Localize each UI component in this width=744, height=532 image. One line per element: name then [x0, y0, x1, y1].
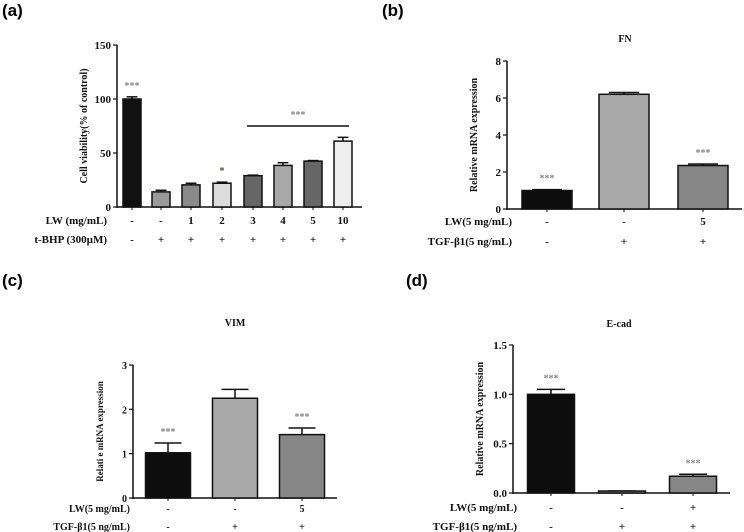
significance-label: *** — [295, 412, 310, 423]
y-tick-label: 0 — [106, 202, 112, 214]
y-tick-label: 2 — [496, 167, 502, 179]
bar — [273, 164, 293, 208]
condition-value: + — [700, 236, 706, 248]
bar — [303, 160, 323, 208]
condition-row-label: t-BHP (300µM) — [34, 234, 107, 246]
y-tick-label: 4 — [496, 130, 502, 142]
y-tick-label: 50 — [100, 148, 112, 160]
significance-label: *** — [544, 373, 559, 384]
condition-value: 5 — [300, 504, 305, 515]
condition-value: - — [622, 216, 626, 228]
condition-value: 4 — [280, 215, 286, 227]
bar — [521, 189, 573, 210]
significance-label: *** — [291, 110, 306, 121]
y-tick-label: 1 — [122, 450, 127, 461]
y-tick-label: 6 — [496, 93, 502, 105]
condition-value: - — [545, 216, 549, 228]
y-tick-label: 1.5 — [493, 340, 507, 352]
condition-value: + — [690, 502, 696, 514]
condition-row-label: LW(5 mg/mL) — [445, 216, 512, 228]
condition-value: 1 — [188, 215, 194, 227]
condition-value: - — [130, 234, 134, 246]
condition-value: + — [340, 234, 346, 246]
condition-value: 5 — [310, 215, 316, 227]
panel-label: (c) — [2, 271, 23, 290]
condition-row-label: TGF-β1(5 ng/mL) — [428, 236, 513, 248]
panel-label: (b) — [382, 1, 404, 20]
bar — [212, 182, 232, 208]
condition-value: + — [619, 521, 625, 532]
condition-row-label: LW (mg/mL) — [46, 215, 108, 227]
condition-row-label: LW(5 mg/mL) — [450, 502, 517, 514]
condition-value: + — [232, 522, 238, 532]
y-tick-label: 1.0 — [493, 389, 507, 401]
condition-row-label: LW(5 mg/mL) — [69, 504, 130, 515]
condition-value: - — [549, 521, 553, 532]
condition-value: + — [299, 522, 305, 532]
y-axis-label: Relative mRNA expression — [475, 361, 486, 476]
bar — [333, 140, 353, 208]
condition-value: - — [166, 504, 169, 515]
significance-label: *** — [540, 174, 555, 185]
condition-row-label: TGF-β1(5 ng/mL) — [433, 521, 518, 532]
bar — [598, 93, 650, 210]
condition-value: - — [620, 502, 624, 514]
bar — [122, 98, 142, 208]
y-tick-label: 0.0 — [493, 488, 507, 500]
y-axis-label: Relati e mRNA expression — [95, 381, 105, 482]
bar — [677, 164, 729, 210]
y-tick-label: 0.5 — [493, 439, 507, 451]
panel-label: (d) — [406, 271, 428, 290]
condition-value: 3 — [250, 215, 256, 227]
condition-value: + — [188, 234, 194, 246]
condition-value: 5 — [700, 216, 706, 228]
bar — [278, 433, 326, 499]
condition-value: - — [130, 215, 134, 227]
condition-row-label: TGF-β1(5 ng/mL) — [53, 522, 130, 532]
bar — [526, 393, 576, 494]
condition-value: + — [310, 234, 316, 246]
chart-title: FN — [618, 34, 632, 45]
chart-title: E-cad — [607, 319, 632, 330]
condition-value: - — [159, 215, 163, 227]
condition-value: + — [219, 234, 225, 246]
condition-value: + — [621, 236, 627, 248]
significance-label: *** — [125, 81, 140, 92]
condition-value: + — [690, 521, 696, 532]
significance-label: *** — [696, 148, 711, 159]
bar — [668, 475, 718, 494]
condition-value: - — [549, 502, 553, 514]
y-tick-label: 100 — [95, 94, 112, 106]
condition-value: - — [233, 504, 236, 515]
y-tick-label: 2 — [122, 405, 127, 416]
y-tick-label: 150 — [95, 40, 112, 52]
significance-label: * — [220, 166, 225, 177]
bar — [144, 452, 192, 499]
y-axis-label: Cell viability(% of control) — [79, 68, 90, 183]
bar — [211, 397, 259, 499]
bar — [181, 184, 201, 208]
condition-value: - — [545, 236, 549, 248]
condition-value: + — [250, 234, 256, 246]
condition-value: 2 — [219, 215, 225, 227]
bar — [151, 191, 171, 208]
y-tick-label: 3 — [122, 361, 127, 372]
significance-label: *** — [161, 427, 176, 438]
condition-value: 10 — [338, 215, 350, 227]
condition-value: - — [166, 522, 169, 532]
y-axis-label: Relative mRNA expression — [469, 77, 480, 192]
panel-label: (a) — [2, 1, 23, 20]
bar — [597, 490, 647, 494]
y-tick-label: 0 — [122, 494, 127, 505]
y-tick-label: 0 — [496, 204, 502, 216]
chart-title: VIM — [225, 318, 246, 329]
significance-label: *** — [686, 458, 701, 469]
y-tick-label: 8 — [496, 56, 502, 68]
condition-value: + — [158, 234, 164, 246]
bar — [243, 174, 263, 208]
condition-value: + — [280, 234, 286, 246]
